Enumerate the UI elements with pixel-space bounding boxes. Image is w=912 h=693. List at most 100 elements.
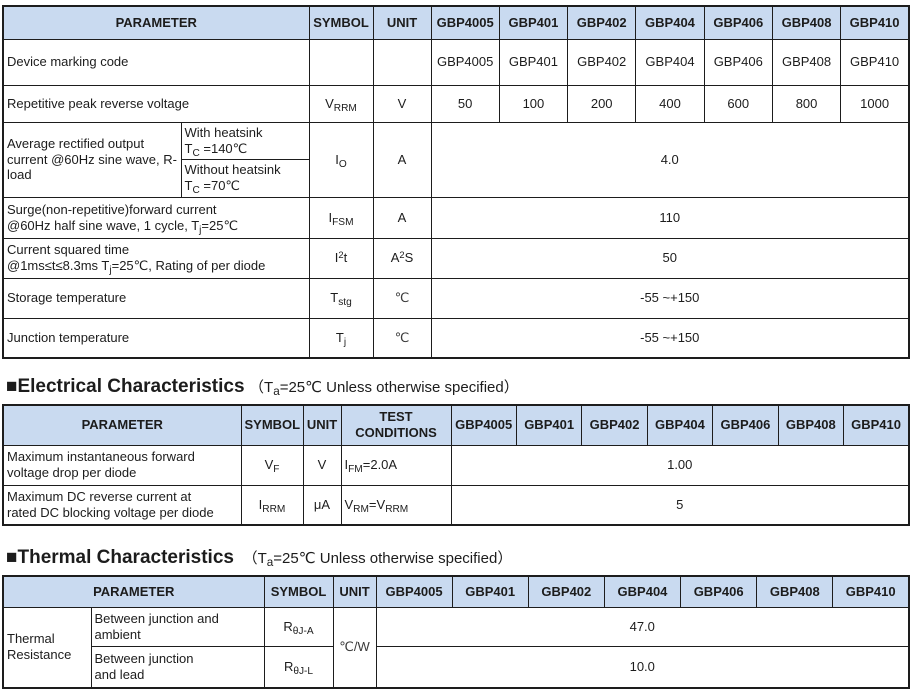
value-cell: 4.0 <box>430 121 910 198</box>
unit-header: UNIT <box>332 575 377 608</box>
value-cell: -55 ~+150 <box>430 277 910 319</box>
condition-cell: Between junction and lead <box>90 645 265 689</box>
device-header: GBP406 <box>712 404 779 446</box>
device-header: GBP404 <box>635 5 705 40</box>
device-header: GBP410 <box>840 5 910 40</box>
value-cell: GBP406 <box>703 38 773 86</box>
symbol-cell: IRRM <box>240 484 304 526</box>
value-cell: GBP4005 <box>430 38 500 86</box>
test-condition-cell: IFM=2.0A <box>340 444 452 486</box>
condition-cell: With heatsink TC =140℃ <box>180 121 310 160</box>
thermal-characteristics-table: PARAMETER SYMBOL UNIT GBP4005 GBP401 GBP… <box>2 575 910 689</box>
symbol-cell: Tstg <box>308 277 374 319</box>
section-subtitle: （Ta=25℃ Unless otherwise specified） <box>249 379 519 398</box>
value-cell: 100 <box>498 84 569 123</box>
device-header: GBP4005 <box>430 5 500 40</box>
symbol-cell: VF <box>240 444 304 486</box>
symbol-header: SYMBOL <box>308 5 374 40</box>
marking-row: Device marking code GBP4005 GBP401 GBP40… <box>2 38 910 86</box>
unit-cell: ℃ <box>372 277 432 319</box>
device-header: GBP408 <box>771 5 842 40</box>
param-cell: Device marking code <box>2 38 310 86</box>
electrical-header-row: PARAMETER SYMBOL UNIT TEST CONDITIONS GB… <box>2 404 910 446</box>
vrrm-row: Repetitive peak reverse voltage VRRM V 5… <box>2 84 910 123</box>
io-row-with-heatsink: Average rectified output current @60Hz s… <box>2 121 910 198</box>
symbol-cell: RθJ-A <box>263 606 334 647</box>
device-header: GBP404 <box>646 404 714 446</box>
tstg-row: Storage temperature Tstg ℃ -55 ~+150 <box>2 277 910 319</box>
parameter-header: PARAMETER <box>2 575 265 608</box>
ratings-header-row: PARAMETER SYMBOL UNIT GBP4005 GBP401 GBP… <box>2 5 910 40</box>
unit-cell: μA <box>302 484 342 526</box>
unit-cell: ℃/W <box>332 606 377 689</box>
condition-cell: Between junction and ambient <box>90 606 265 647</box>
device-header: GBP401 <box>515 404 583 446</box>
unit-cell: ℃ <box>372 317 432 359</box>
unit-cell-empty <box>372 38 432 86</box>
value-cell: GBP410 <box>840 38 910 86</box>
rja-row: Thermal Resistance Between junction and … <box>2 606 910 689</box>
unit-cell: A <box>372 196 432 239</box>
unit-cell: V <box>302 444 342 486</box>
unit-cell: A2S <box>372 237 432 279</box>
value-cell: 50 <box>430 237 910 279</box>
param-cell: Repetitive peak reverse voltage <box>2 84 310 123</box>
device-header: GBP408 <box>756 575 834 608</box>
device-header: GBP402 <box>527 575 605 608</box>
electrical-characteristics-heading: ■Electrical Characteristics （Ta=25℃ Unle… <box>6 376 912 398</box>
parameter-header: PARAMETER <box>2 5 310 40</box>
value-cell: GBP408 <box>771 38 842 86</box>
value-cell: 47.0 <box>375 606 910 647</box>
symbol-cell: Tj <box>308 317 374 359</box>
device-header: GBP408 <box>777 404 845 446</box>
symbol-cell: IO <box>308 121 374 198</box>
param-cell: Current squared time @1ms≤t≤8.3ms Tj=25℃… <box>2 237 310 279</box>
device-header: GBP401 <box>451 575 529 608</box>
parameter-header: PARAMETER <box>2 404 242 446</box>
unit-header: UNIT <box>372 5 432 40</box>
device-header: GBP406 <box>703 5 773 40</box>
section-title: ■Thermal Characteristics <box>6 547 234 568</box>
ifsm-row: Surge(non-repetitive)forward current @60… <box>2 196 910 239</box>
thermal-header-row: PARAMETER SYMBOL UNIT GBP4005 GBP401 GBP… <box>2 575 910 608</box>
value-cell: 50 <box>430 84 500 123</box>
device-header: GBP4005 <box>450 404 517 446</box>
test-condition-cell: VRM=VRRM <box>340 484 452 526</box>
condition-cell: Without heatsink TC =70℃ <box>180 158 310 198</box>
value-cell: 800 <box>771 84 842 123</box>
symbol-header: SYMBOL <box>240 404 304 446</box>
device-header: GBP401 <box>498 5 569 40</box>
group-label-cell: Thermal Resistance <box>2 606 92 689</box>
symbol-cell: IFSM <box>308 196 374 239</box>
maximum-ratings-table: PARAMETER SYMBOL UNIT GBP4005 GBP401 GBP… <box>2 5 910 359</box>
param-cell: Junction temperature <box>2 317 310 359</box>
device-header: GBP402 <box>567 5 637 40</box>
symbol-cell-empty <box>308 38 374 86</box>
symbol-cell: I2t <box>308 237 374 279</box>
electrical-characteristics-table: PARAMETER SYMBOL UNIT TEST CONDITIONS GB… <box>2 404 910 526</box>
param-cell: Average rectified output current @60Hz s… <box>2 121 182 198</box>
param-cell: Maximum DC reverse current at rated DC b… <box>2 484 242 526</box>
thermal-characteristics-heading: ■Thermal Characteristics （Ta=25℃ Unless … <box>6 547 912 569</box>
value-cell: 5 <box>450 484 910 526</box>
value-cell: GBP404 <box>635 38 705 86</box>
value-cell: 1000 <box>840 84 910 123</box>
i2t-row: Current squared time @1ms≤t≤8.3ms Tj=25℃… <box>2 237 910 279</box>
param-cell: Storage temperature <box>2 277 310 319</box>
test-conditions-header: TEST CONDITIONS <box>340 404 452 446</box>
value-cell: 110 <box>430 196 910 239</box>
value-cell: 200 <box>567 84 637 123</box>
unit-header: UNIT <box>302 404 342 446</box>
symbol-cell: RθJ-L <box>263 645 334 689</box>
value-cell: GBP401 <box>498 38 569 86</box>
value-cell: 1.00 <box>450 444 910 486</box>
tj-row: Junction temperature Tj ℃ -55 ~+150 <box>2 317 910 359</box>
device-header: GBP4005 <box>375 575 453 608</box>
irrm-row: Maximum DC reverse current at rated DC b… <box>2 484 910 526</box>
io-row-without-heatsink: Without heatsink TC =70℃ <box>3 158 909 198</box>
symbol-cell: VRRM <box>308 84 374 123</box>
symbol-header: SYMBOL <box>263 575 334 608</box>
vf-row: Maximum instantaneous forward voltage dr… <box>2 444 910 486</box>
device-header: GBP402 <box>581 404 648 446</box>
section-title: ■Electrical Characteristics <box>6 376 245 397</box>
